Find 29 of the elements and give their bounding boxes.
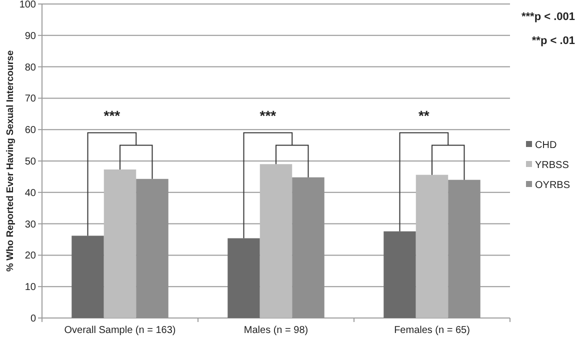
y-tick-label: 80 xyxy=(24,62,36,74)
bar xyxy=(416,174,448,318)
x-tick-label: Males (n = 98) xyxy=(244,325,308,336)
legend-label: YRBSS xyxy=(535,160,570,171)
bar xyxy=(384,231,416,318)
bar xyxy=(72,236,104,318)
legend-label: OYRBS xyxy=(535,180,570,191)
bar xyxy=(228,238,260,318)
text: ***p < .001 xyxy=(521,11,575,23)
y-tick-label: 20 xyxy=(24,250,36,262)
x-tick-label: Overall Sample (n = 163) xyxy=(64,325,176,336)
y-tick-label: 10 xyxy=(24,282,36,294)
y-tick-label: 100 xyxy=(19,0,36,10)
y-tick-label: 50 xyxy=(24,156,36,168)
text: **p < .01 xyxy=(532,35,575,47)
y-tick-label: 60 xyxy=(24,125,36,136)
annotation: ** xyxy=(418,108,430,124)
y-tick-label: 0 xyxy=(30,314,36,324)
annotation: *** xyxy=(260,108,277,124)
y-tick-label: 40 xyxy=(24,188,36,199)
y-tick-label: 30 xyxy=(24,219,36,230)
bar xyxy=(104,169,136,318)
y-tick-label: 70 xyxy=(24,94,36,105)
legend-label: CHD xyxy=(535,140,557,151)
x-tick-label: Females (n = 65) xyxy=(394,325,470,336)
y-tick-label: 90 xyxy=(24,30,36,42)
annotation: *** xyxy=(104,108,121,124)
y-axis-title: % Who Reported Ever Having Sexual Intercourse xyxy=(5,50,16,272)
bar xyxy=(260,164,292,318)
